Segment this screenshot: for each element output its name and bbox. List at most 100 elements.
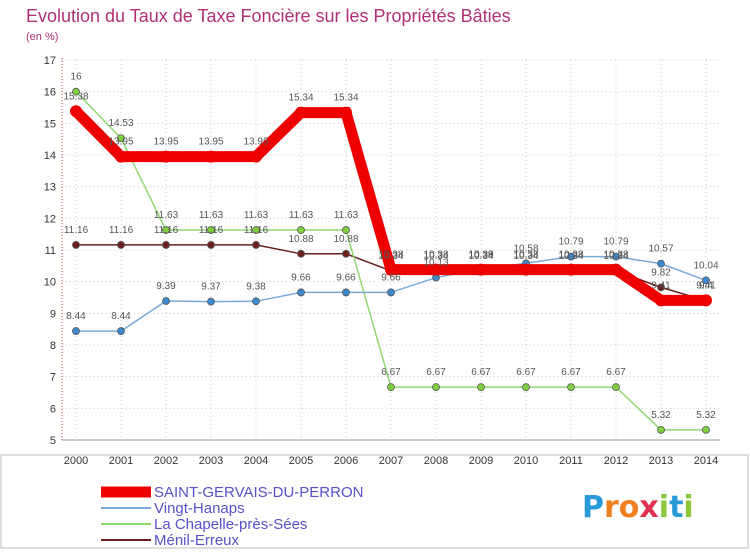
x-tick-label: 2001 <box>109 455 133 467</box>
chart-title: Evolution du Taux de Taxe Foncière sur l… <box>26 6 511 26</box>
x-tick-label: 2006 <box>334 455 358 467</box>
legend-label: La Chapelle-près-Sées <box>154 516 307 533</box>
data-label: 10.79 <box>603 237 628 248</box>
y-tick-label: 10 <box>44 277 56 289</box>
data-label: 10.34 <box>468 251 493 262</box>
data-point <box>702 425 710 434</box>
data-label: 11.16 <box>154 225 179 236</box>
data-point <box>520 263 532 276</box>
y-tick-label: 15 <box>44 118 56 130</box>
data-label: 10.04 <box>693 260 718 271</box>
x-tick-label: 2005 <box>289 455 313 467</box>
data-label: 11.16 <box>199 225 224 236</box>
unit-label: (en %) <box>26 31 58 43</box>
data-point <box>657 259 665 268</box>
data-label: 10.34 <box>378 251 403 262</box>
x-tick-label: 2007 <box>379 455 403 467</box>
y-tick-label: 13 <box>44 182 56 194</box>
data-labels: 11.16 11.16 11.16 11.16 11.16 10.88 10.88 10.34… <box>63 72 718 421</box>
y-tick-label: 7 <box>50 372 56 384</box>
data-label: 9.41 <box>696 280 716 291</box>
data-label: 9.4 <box>699 281 713 292</box>
data-label: 11.16 <box>244 225 269 236</box>
data-label: 9.66 <box>381 272 401 283</box>
data-point <box>162 241 170 249</box>
y-tick-label: 8 <box>50 340 56 352</box>
data-label: 9.82 <box>651 267 671 278</box>
y-tick-label: 17 <box>44 55 56 67</box>
logo-letter: x <box>639 490 658 525</box>
data-label: 10.38 <box>513 250 538 261</box>
series-layer <box>70 87 712 434</box>
data-label: 13.95 <box>153 137 178 148</box>
data-label: 15.34 <box>333 93 358 104</box>
data-point <box>612 252 620 261</box>
data-point <box>565 263 577 276</box>
data-label: 10.88 <box>288 234 313 245</box>
data-point <box>657 425 665 434</box>
data-label: 9.41 <box>651 280 671 291</box>
data-point <box>207 226 215 234</box>
data-label: 10.34 <box>513 251 538 262</box>
data-point <box>702 276 710 285</box>
data-label: 10.57 <box>648 244 673 255</box>
x-tick-label: 2013 <box>649 455 673 467</box>
data-label: 8.44 <box>66 311 86 322</box>
y-tick-label: 16 <box>44 87 56 99</box>
data-point <box>252 297 260 306</box>
data-label: 10.39 <box>468 249 493 260</box>
data-label: 10.34 <box>603 251 628 262</box>
data-label: 11.63 <box>244 210 269 221</box>
y-tick-label: 6 <box>50 403 56 415</box>
data-point <box>70 105 82 118</box>
data-label: 11.16 <box>64 225 89 236</box>
x-tick-label: 2011 <box>559 455 583 467</box>
data-point <box>207 241 215 249</box>
data-label: 10.38 <box>603 250 628 261</box>
data-point <box>297 249 305 258</box>
data-point <box>72 241 80 249</box>
data-point <box>477 383 485 392</box>
data-label: 11.63 <box>199 210 224 221</box>
x-tick-label: 2002 <box>154 455 178 467</box>
data-label: 11.63 <box>334 210 359 221</box>
data-label: 10.38 <box>423 250 448 261</box>
data-point <box>162 297 170 305</box>
data-point <box>160 150 172 163</box>
axes: 5 6 7 8 9 10 11 12 13 14 15 16 17 2000 2001 2002 2003 200… <box>44 55 720 467</box>
logo-letter: o <box>619 490 640 525</box>
data-label: 10.38 <box>468 250 493 261</box>
data-point <box>117 134 125 143</box>
data-point <box>567 252 575 261</box>
data-label: 6.67 <box>381 367 401 378</box>
data-point <box>72 327 80 335</box>
data-point <box>567 383 575 392</box>
logo-letter: P <box>582 490 604 525</box>
legend-label: Vingt-Hanaps <box>154 500 245 517</box>
data-label: 9.38 <box>246 281 266 292</box>
data-point <box>340 106 352 119</box>
data-label: 9.66 <box>336 272 356 283</box>
data-point <box>250 150 262 163</box>
data-point <box>700 294 712 307</box>
data-label: 9.39 <box>156 281 176 292</box>
data-point <box>117 327 125 335</box>
data-label: 13.95 <box>108 137 133 148</box>
data-label: 5.32 <box>696 410 716 421</box>
data-point <box>432 383 440 392</box>
data-label: 10.34 <box>558 251 583 262</box>
data-label: 11.16 <box>109 225 134 236</box>
data-label: 15.38 <box>63 91 88 102</box>
data-point <box>387 288 395 297</box>
y-tick-label: 14 <box>44 150 56 162</box>
data-point <box>207 297 215 306</box>
logo-letter: i <box>683 490 693 525</box>
data-point <box>295 106 307 119</box>
data-point <box>205 150 217 163</box>
y-tick-label: 5 <box>50 435 56 447</box>
data-label: 15.34 <box>288 93 313 104</box>
data-label: 6.67 <box>561 367 581 378</box>
data-point <box>522 383 530 392</box>
